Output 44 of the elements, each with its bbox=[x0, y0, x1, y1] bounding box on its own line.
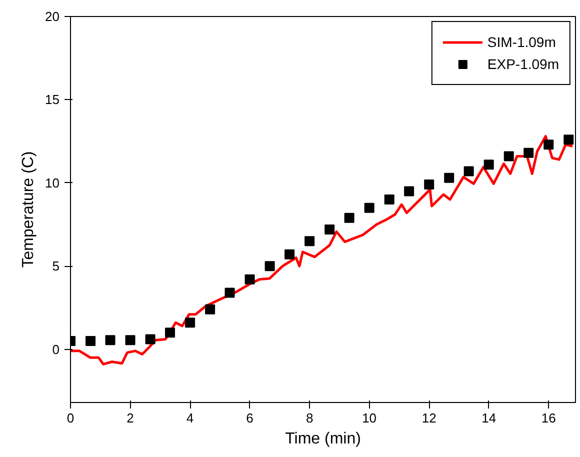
x-axis-title: Time (min) bbox=[285, 430, 361, 448]
x-tick-label: 6 bbox=[246, 410, 254, 426]
point bbox=[304, 236, 315, 246]
point bbox=[284, 249, 295, 260]
point bbox=[105, 335, 116, 346]
point bbox=[564, 134, 574, 145]
x-tick-label: 0 bbox=[66, 410, 74, 426]
point bbox=[344, 212, 354, 223]
point bbox=[524, 148, 534, 158]
legend-label: EXP-1.09m bbox=[487, 56, 559, 72]
point bbox=[125, 335, 136, 346]
y-axis-title: Temperature (C) bbox=[20, 151, 38, 268]
point bbox=[364, 202, 374, 213]
line-series bbox=[70, 135, 574, 366]
point bbox=[224, 288, 235, 298]
point bbox=[205, 304, 216, 314]
x-tick-label: 14 bbox=[482, 410, 496, 426]
point bbox=[484, 160, 494, 170]
point bbox=[145, 334, 156, 344]
point bbox=[404, 186, 414, 196]
point bbox=[424, 180, 434, 190]
point bbox=[384, 194, 394, 205]
point bbox=[504, 151, 514, 162]
point bbox=[86, 336, 96, 346]
point bbox=[444, 172, 454, 183]
y-tick-label: 0 bbox=[52, 342, 60, 357]
point bbox=[264, 261, 275, 272]
x-tick-label: 12 bbox=[422, 410, 436, 426]
x-tick-label: 2 bbox=[126, 410, 134, 426]
y-tick-label: 10 bbox=[45, 175, 60, 190]
point bbox=[244, 274, 255, 284]
legend-label: SIM-1.09m bbox=[487, 34, 556, 50]
point bbox=[544, 140, 554, 150]
point bbox=[324, 224, 335, 234]
point bbox=[165, 328, 176, 338]
x-tick-label: 16 bbox=[541, 410, 556, 426]
x-tick-label: 8 bbox=[306, 410, 314, 426]
x-tick-label: 4 bbox=[186, 410, 194, 426]
y-tick-label: 15 bbox=[45, 92, 60, 108]
point bbox=[185, 318, 196, 328]
x-tick-label: 10 bbox=[362, 410, 377, 426]
y-tick-label: 5 bbox=[52, 258, 60, 274]
point bbox=[464, 166, 474, 176]
y-tick-label: 20 bbox=[45, 9, 60, 24]
